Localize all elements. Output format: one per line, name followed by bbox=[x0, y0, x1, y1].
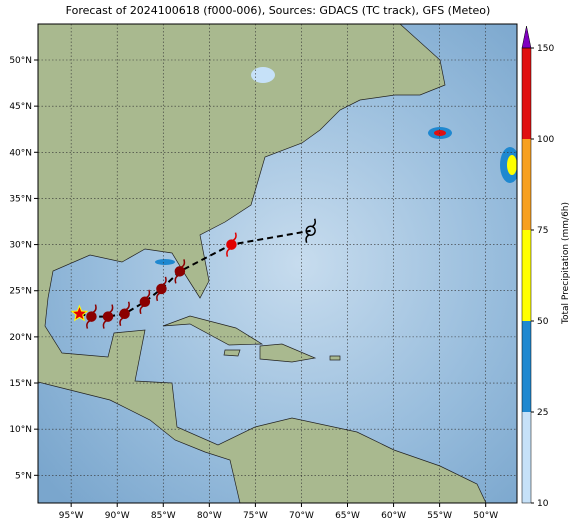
storm-symbol bbox=[156, 283, 167, 295]
track-point bbox=[139, 289, 151, 315]
storm-arm bbox=[139, 289, 151, 315]
storm-symbol bbox=[139, 296, 151, 308]
x-tick-label: 95°W bbox=[59, 511, 84, 521]
map-background bbox=[38, 24, 517, 503]
storm-arm bbox=[119, 301, 130, 327]
y-tick-label: 45°N bbox=[9, 102, 32, 112]
frame bbox=[37, 23, 518, 504]
plot-layer bbox=[38, 24, 517, 503]
track-point bbox=[226, 232, 237, 257]
title: Forecast of 2024100618 (f000-006), Sourc… bbox=[66, 4, 491, 17]
y-tick-label: 50°N bbox=[9, 56, 32, 66]
storm-arm bbox=[174, 259, 186, 284]
storm-arm bbox=[156, 276, 167, 302]
colorbar-segment bbox=[522, 139, 531, 230]
colorbar-tick-label: 50 bbox=[537, 317, 549, 327]
colorbar-frame bbox=[521, 47, 532, 504]
colorbar-tick-label: 75 bbox=[537, 226, 548, 236]
track-point bbox=[119, 301, 130, 327]
storm-symbol bbox=[86, 311, 97, 322]
y-tick-label: 10°N bbox=[9, 425, 32, 435]
colorbar-tick-label: 10 bbox=[537, 499, 549, 509]
track-point bbox=[156, 276, 167, 302]
colorbar-extension bbox=[521, 25, 532, 49]
colorbar-tick-label: 25 bbox=[537, 408, 548, 418]
x-tick-label: 65°W bbox=[335, 511, 360, 521]
track-point bbox=[174, 259, 186, 284]
storm-symbol bbox=[226, 239, 237, 250]
y-tick-label: 5°N bbox=[15, 471, 32, 481]
x-tick-label: 80°W bbox=[197, 511, 222, 521]
y-tick-label: 35°N bbox=[9, 194, 32, 204]
colorbar-segment bbox=[522, 48, 531, 139]
track-line bbox=[79, 229, 311, 318]
x-tick-label: 60°W bbox=[381, 511, 406, 521]
storm-arm bbox=[86, 304, 97, 329]
colorbar-tick-label: 150 bbox=[537, 44, 554, 54]
storm-symbol bbox=[119, 308, 130, 320]
x-tick-label: 85°W bbox=[151, 511, 176, 521]
storm-symbol bbox=[102, 311, 114, 322]
x-tick-label: 55°W bbox=[427, 511, 452, 521]
colorbar-segment bbox=[522, 412, 531, 503]
colorbar-label: Total Precipitation (mm/6h) bbox=[561, 202, 571, 325]
x-tick-label: 90°W bbox=[105, 511, 130, 521]
y-tick-label: 25°N bbox=[9, 287, 32, 297]
x-tick-label: 75°W bbox=[243, 511, 268, 521]
y-tick-label: 20°N bbox=[9, 333, 32, 343]
storm-arm bbox=[226, 232, 237, 257]
track-point bbox=[102, 304, 114, 329]
storm-symbol bbox=[174, 266, 186, 277]
storm-symbol bbox=[305, 225, 316, 236]
y-tick-label: 30°N bbox=[9, 241, 32, 251]
storm-arm bbox=[305, 218, 316, 243]
track-point bbox=[305, 218, 316, 243]
y-tick-label: 15°N bbox=[9, 379, 32, 389]
colorbar-segment bbox=[522, 321, 531, 412]
storm-arm bbox=[102, 304, 114, 329]
colorbar-tick-label: 100 bbox=[537, 135, 554, 145]
x-tick-label: 70°W bbox=[289, 511, 314, 521]
y-tick-label: 40°N bbox=[9, 148, 32, 158]
track-start-marker bbox=[70, 304, 89, 322]
colorbar-segment bbox=[522, 230, 531, 321]
x-tick-label: 50°W bbox=[473, 511, 498, 521]
track-point bbox=[86, 304, 97, 329]
